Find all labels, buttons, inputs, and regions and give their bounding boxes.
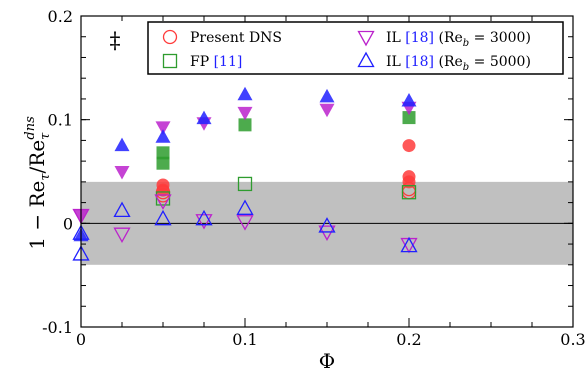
data-point-filled [156, 146, 170, 160]
legend-marker [357, 51, 375, 68]
legend-label: FP [11] [190, 54, 242, 70]
data-point-open [237, 176, 253, 192]
data-point-filled [156, 156, 170, 170]
error-bar-symbol: ‡ [110, 29, 121, 54]
legend-label: IL [18] (Reb = 3000) [386, 30, 531, 49]
data-point-open [236, 199, 254, 215]
legend-label: IL [18] (Reb = 5000) [386, 54, 531, 73]
data-point-filled [401, 93, 417, 107]
data-point-open [400, 236, 418, 253]
data-point-open [113, 201, 131, 218]
data-point-open [113, 227, 131, 244]
x-axis-label: Φ [319, 349, 335, 373]
data-point-filled [319, 103, 335, 118]
data-point-filled [319, 88, 335, 103]
axes: 0 0.1 0.2 0.3-0.100.10.2 [42, 7, 586, 349]
data-point-filled [114, 137, 130, 152]
data-point-filled [238, 118, 252, 132]
legend-label: Present DNS [190, 30, 282, 46]
legend: Present DNS FP [11] IL [18] (Reb = 3000) IL… [147, 21, 564, 75]
data-point-filled [237, 106, 253, 121]
data-point-open [318, 217, 336, 233]
data-point-filled [402, 139, 416, 153]
data-point-open [195, 209, 213, 226]
data-point-filled [196, 110, 212, 125]
x-tick-label: 0 [76, 330, 86, 349]
data-point-open [154, 209, 172, 226]
y-tick-label: -0.1 [42, 318, 73, 337]
y-tick-label: 0 [63, 214, 73, 233]
data-point-open [155, 191, 171, 206]
x-tick-label: 0.2 [396, 330, 421, 349]
y-tick-label: 0.2 [48, 7, 73, 26]
data-point-open [318, 225, 336, 241]
y-axis-label: 1 − Reτ/Reτdns [23, 116, 53, 250]
data-point-open [401, 185, 417, 200]
legend-marker [162, 29, 178, 45]
legend-marker [357, 30, 375, 47]
x-tick-label: 0.1 [232, 330, 257, 349]
data-point-open [154, 194, 172, 210]
data-point-filled [402, 111, 416, 125]
legend-marker [162, 53, 178, 69]
y-tick-label: 0.1 [48, 111, 73, 130]
y-axis-label-text: 1 − Reτ/Reτdns [23, 116, 53, 250]
data-point-filled [402, 175, 416, 189]
legend-box [147, 21, 564, 75]
plot-area [72, 86, 573, 265]
x-tick-label: 0.3 [560, 330, 585, 349]
data-point-filled [155, 121, 171, 135]
data-point-open [195, 214, 213, 230]
data-point-open [236, 215, 254, 231]
data-point-filled [155, 129, 171, 143]
data-point-filled [237, 86, 253, 101]
data-point-filled [114, 166, 130, 180]
